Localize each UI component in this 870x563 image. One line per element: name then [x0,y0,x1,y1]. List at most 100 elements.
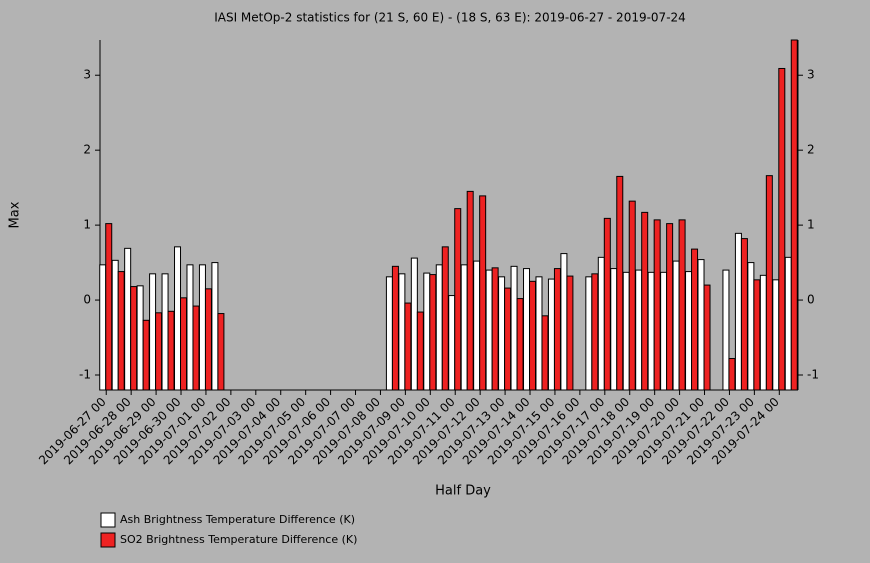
bar [448,295,456,391]
bar [479,195,487,391]
bar [747,262,755,391]
bar [174,246,182,391]
bar [180,297,188,391]
bar [666,223,674,391]
bar [460,264,468,391]
bar [423,272,431,391]
bar [204,288,212,391]
bar [516,298,524,391]
bar [435,264,443,391]
y-tick-label: -1 [79,368,91,382]
bar [591,273,599,391]
bar [186,264,194,391]
y-tick-label: 2 [83,143,91,157]
bar [703,284,711,391]
bar [691,248,699,391]
bar [491,267,499,391]
bar [149,273,157,391]
bar [167,310,175,391]
bar [105,223,113,391]
bar [198,264,206,391]
bar [653,219,661,391]
y2-tick-label: -1 [807,368,819,382]
bar [498,276,506,391]
bar [99,264,107,391]
y2-tick-label: 3 [807,68,815,82]
y-tick-label: 0 [83,293,91,307]
bar [161,273,169,391]
bar [404,302,412,391]
bar [429,274,437,391]
bar [416,311,424,391]
y-tick-label: 1 [83,218,91,232]
bar [398,273,406,391]
bar [740,238,748,391]
bar [117,271,125,391]
bar [585,276,593,391]
y2-tick-label: 2 [807,143,815,157]
bar [441,246,449,391]
bar [753,279,761,391]
bar [610,268,618,391]
legend-label: Ash Brightness Temperature Difference (K… [120,513,355,526]
bar [192,305,200,391]
bar [155,312,163,391]
chart-title: IASI MetOp-2 statistics for (21 S, 60 E)… [214,11,686,25]
bar [560,253,568,391]
bar [211,262,219,391]
bar [541,315,549,391]
bar [523,268,531,391]
bar [510,265,518,391]
bar [628,200,636,391]
bar [622,271,630,391]
bar [142,319,150,391]
bar [485,269,493,391]
bar [391,265,399,391]
bar [529,280,537,391]
bar [535,276,543,391]
bar [454,208,462,391]
bar [635,269,643,391]
y2-tick-label: 1 [807,218,815,232]
bar [597,256,605,391]
bar [660,271,668,391]
bar [111,259,119,391]
bar [124,247,132,391]
bar [685,271,693,391]
bar [772,279,780,391]
legend-label: SO2 Brightness Temperature Difference (K… [120,533,357,546]
bar [734,232,742,391]
legend-swatch [100,532,116,548]
bar [728,358,736,391]
bar [778,67,786,391]
bar [410,257,418,391]
bar [616,175,624,391]
bar [136,285,144,391]
bar [130,286,138,391]
x-axis-label: Half Day [435,484,491,499]
bar [678,219,686,391]
bar [765,175,773,391]
legend-swatch [100,512,116,528]
bar [566,275,574,391]
bar [722,269,730,391]
bar [641,211,649,391]
bar [473,260,481,391]
bar [547,278,555,391]
bar [672,260,680,391]
y2-tick-label: 0 [807,293,815,307]
y-tick-label: 3 [83,68,91,82]
bar [647,271,655,391]
bar [790,39,798,391]
bar [217,313,225,391]
bar [385,276,393,391]
bar [504,287,512,391]
bar [759,274,767,391]
bar [553,268,561,391]
bar [603,217,611,391]
bar [784,256,792,391]
bar [466,190,474,391]
bar [697,259,705,391]
y-axis-label: Max [8,201,23,228]
